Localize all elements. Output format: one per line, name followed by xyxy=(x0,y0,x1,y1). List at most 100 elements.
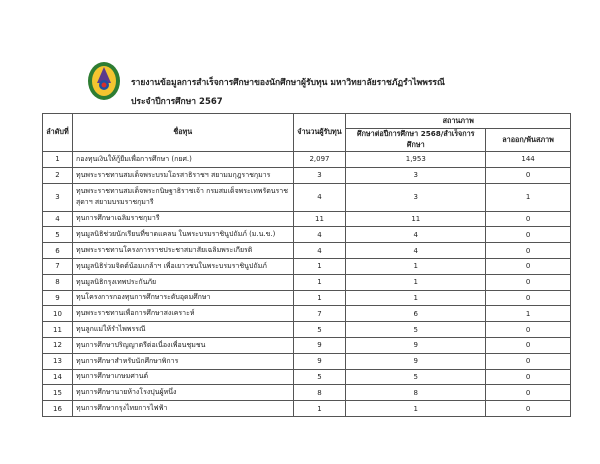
university-logo xyxy=(88,62,120,100)
cell-count: 3 xyxy=(292,166,347,184)
cell-continuing: 9 xyxy=(345,352,487,370)
cell-dropped: 0 xyxy=(485,384,571,402)
cell-continuing: 3 xyxy=(345,166,487,184)
cell-continuing: 5 xyxy=(345,321,487,338)
cell-count: 7 xyxy=(292,305,347,323)
cell-name: ทุนการศึกษาเกษมศานต์ xyxy=(71,368,294,386)
table-row: 14 ทุนการศึกษาเกษมศานต์ 5 5 0 xyxy=(42,368,571,386)
cell-continuing: 11 xyxy=(345,210,487,228)
cell-continuing: 3 xyxy=(345,182,487,212)
cell-no: 15 xyxy=(42,384,73,402)
cell-dropped: 0 xyxy=(485,226,571,244)
cell-count: 1 xyxy=(292,257,347,275)
table-row: 15 ทุนการศึกษานายห้างโรงปุนผู้หนึ่ง 8 8 0 xyxy=(42,384,571,402)
cell-dropped: 0 xyxy=(485,368,571,386)
cell-dropped: 144 xyxy=(485,151,571,168)
cell-dropped: 0 xyxy=(485,242,571,259)
cell-no: 4 xyxy=(42,210,73,228)
cell-count: 9 xyxy=(292,336,347,354)
cell-dropped: 1 xyxy=(485,182,571,212)
table-row: 13 ทุนการศึกษาสำหรับนักศึกษาพิการ 9 9 0 xyxy=(42,352,571,370)
cell-no: 10 xyxy=(42,305,73,323)
cell-count: 4 xyxy=(292,182,347,212)
cell-no: 9 xyxy=(42,289,73,307)
table-row: 11 ทุนลูกแม่ให้รำไพพรรณี 5 5 0 xyxy=(42,321,571,338)
col-name: ชื่อทุน xyxy=(71,113,294,152)
cell-dropped: 0 xyxy=(485,336,571,354)
cell-count: 8 xyxy=(292,384,347,402)
cell-name: ทุนการศึกษาเฉลิมราชกุมารี xyxy=(71,210,294,228)
table-row: 2 ทุนพระราชทานสมเด็จพระบรมโอรสาธิราชฯ สยา… xyxy=(42,166,571,184)
report-title: รายงานข้อมูลการสำเร็จการศึกษาของนักศึกษา… xyxy=(131,78,445,88)
cell-name: กองทุนเงินให้กู้ยืมเพื่อการศึกษา (กยศ.) xyxy=(71,151,294,168)
cell-dropped: 0 xyxy=(485,257,571,275)
table-row: 3 ทุนพระราชทานสมเด็จพระกนิษฐาธิราชเจ้า กร… xyxy=(42,182,571,212)
cell-no: 13 xyxy=(42,352,73,370)
cell-no: 14 xyxy=(42,368,73,386)
table-row: 7 ทุนมูลนิธิร่วมจิตต์น้อมเกล้าฯ เพื่อเยาว… xyxy=(42,257,571,275)
cell-name: ทุนการศึกษากรุงไทยการไฟฟ้า xyxy=(71,400,294,417)
cell-continuing: 4 xyxy=(345,226,487,244)
cell-count: 11 xyxy=(292,210,347,228)
cell-no: 16 xyxy=(42,400,73,417)
cell-name: ทุนมูลนิธิร่วมจิตต์น้อมเกล้าฯ เพื่อเยาวช… xyxy=(71,257,294,275)
cell-continuing: 4 xyxy=(345,242,487,259)
cell-continuing: 8 xyxy=(345,384,487,402)
cell-no: 2 xyxy=(42,166,73,184)
col-count: จำนวนผู้รับทุน xyxy=(292,113,347,152)
cell-name: ทุนโครงการกองทุนการศึกษาระดับอุดมศึกษา xyxy=(71,289,294,307)
cell-continuing: 1 xyxy=(345,400,487,417)
table-row: 8 ทุนมูลนิธิกรุงเทพประกันภัย 1 1 0 xyxy=(42,273,571,291)
cell-dropped: 0 xyxy=(485,273,571,291)
cell-no: 5 xyxy=(42,226,73,244)
cell-dropped: 0 xyxy=(485,210,571,228)
cell-count: 2,097 xyxy=(292,151,347,168)
cell-no: 3 xyxy=(42,182,73,212)
table-row: 1 กองทุนเงินให้กู้ยืมเพื่อการศึกษา (กยศ.)… xyxy=(42,151,571,168)
cell-no: 12 xyxy=(42,336,73,354)
table-row: 10 ทุนพระราชทานเพื่อการศึกษาสงเคราะห์ 7 6 1 xyxy=(42,305,571,323)
cell-dropped: 1 xyxy=(485,305,571,323)
cell-no: 11 xyxy=(42,321,73,338)
cell-name: ทุนพระราชทานโครงการราชประชาสมาสัยเฉลิมพร… xyxy=(71,242,294,259)
cell-count: 9 xyxy=(292,352,347,370)
cell-name: ทุนการศึกษานายห้างโรงปุนผู้หนึ่ง xyxy=(71,384,294,402)
cell-continuing: 5 xyxy=(345,368,487,386)
cell-name: ทุนการศึกษาสำหรับนักศึกษาพิการ xyxy=(71,352,294,370)
cell-count: 5 xyxy=(292,321,347,338)
table-row: 6 ทุนพระราชทานโครงการราชประชาสมาสัยเฉลิมพ… xyxy=(42,242,571,259)
cell-name: ทุนลูกแม่ให้รำไพพรรณี xyxy=(71,321,294,338)
col-dropped: ลาออก/พ้นสภาพ xyxy=(485,128,571,152)
cell-count: 4 xyxy=(292,226,347,244)
cell-no: 7 xyxy=(42,257,73,275)
report-subtitle: ประจำปีการศึกษา 2567 xyxy=(131,97,223,107)
cell-name: ทุนมูลนิธิช่วยนักเรียนที่ขาดแคลน ในพระบร… xyxy=(71,226,294,244)
table-row: 9 ทุนโครงการกองทุนการศึกษาระดับอุดมศึกษา 1… xyxy=(42,289,571,307)
col-continuing: ศึกษาต่อปีการศึกษา 2568/สำเร็จการศึกษา xyxy=(345,128,487,152)
cell-dropped: 0 xyxy=(485,400,571,417)
cell-continuing: 1,953 xyxy=(345,151,487,168)
cell-no: 8 xyxy=(42,273,73,291)
table-row: 5 ทุนมูลนิธิช่วยนักเรียนที่ขาดแคลน ในพระบ… xyxy=(42,226,571,244)
cell-name: ทุนมูลนิธิกรุงเทพประกันภัย xyxy=(71,273,294,291)
cell-count: 5 xyxy=(292,368,347,386)
cell-dropped: 0 xyxy=(485,352,571,370)
cell-continuing: 9 xyxy=(345,336,487,354)
cell-continuing: 6 xyxy=(345,305,487,323)
cell-dropped: 0 xyxy=(485,289,571,307)
col-no: ลำดับที่ xyxy=(42,113,73,152)
cell-dropped: 0 xyxy=(485,321,571,338)
cell-name: ทุนพระราชทานสมเด็จพระกนิษฐาธิราชเจ้า กรม… xyxy=(71,182,294,212)
cell-count: 1 xyxy=(292,273,347,291)
cell-count: 1 xyxy=(292,400,347,417)
scholarship-table: ลำดับที่ ชื่อทุน จำนวนผู้รับทุน สถานภาพ ศึก… xyxy=(42,113,571,417)
table-row: 16 ทุนการศึกษากรุงไทยการไฟฟ้า 1 1 0 xyxy=(42,400,571,417)
table-row: 4 ทุนการศึกษาเฉลิมราชกุมารี 11 11 0 xyxy=(42,210,571,228)
table-row: 12 ทุนการศึกษาปริญญาตรีต่อเนื่องเพื่อนชุม… xyxy=(42,336,571,354)
cell-no: 1 xyxy=(42,151,73,168)
cell-name: ทุนการศึกษาปริญญาตรีต่อเนื่องเพื่อนชุมชน xyxy=(71,336,294,354)
cell-name: ทุนพระราชทานสมเด็จพระบรมโอรสาธิราชฯ สยาม… xyxy=(71,166,294,184)
cell-no: 6 xyxy=(42,242,73,259)
cell-dropped: 0 xyxy=(485,166,571,184)
cell-name: ทุนพระราชทานเพื่อการศึกษาสงเคราะห์ xyxy=(71,305,294,323)
